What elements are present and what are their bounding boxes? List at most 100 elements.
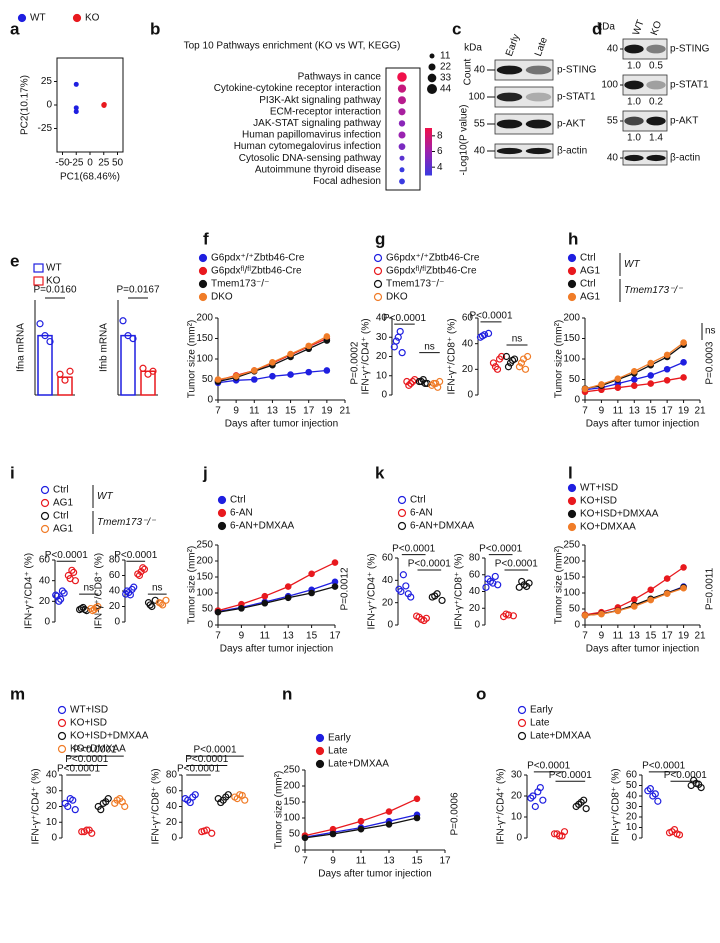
data-point <box>581 385 589 393</box>
data-point <box>101 102 107 108</box>
data-point <box>217 798 225 807</box>
x-tick-label: 21 <box>694 631 706 642</box>
data-point <box>157 599 165 608</box>
x-tick-label: 7 <box>215 631 221 642</box>
y-axis-label: IFN-γ⁺/CD4⁺ (%) <box>361 318 372 394</box>
data-point <box>233 795 241 803</box>
x-tick-label: 9 <box>599 406 605 417</box>
colorbar <box>425 139 432 143</box>
size-legend-label: 33 <box>440 73 452 84</box>
y-tick-label: 60 <box>39 555 51 566</box>
data-point <box>184 796 192 804</box>
quant-label: 1.0 <box>627 61 641 72</box>
y-axis-label: IFN-γ⁺/CD8⁺ (%) <box>151 768 162 844</box>
data-point <box>491 363 500 371</box>
blot-band <box>624 154 644 162</box>
p-value: P<0.0001 <box>177 764 221 775</box>
legend-label: Ctrl <box>230 495 246 506</box>
data-point <box>419 376 427 384</box>
blot-band <box>525 92 552 102</box>
data-point <box>148 602 156 611</box>
blot-band <box>496 119 523 129</box>
y-tick-label: 0 <box>171 833 177 844</box>
legend-group: WT <box>624 259 640 270</box>
bar <box>37 334 53 396</box>
x-tick-label: 11 <box>613 631 624 642</box>
data-point <box>491 572 499 581</box>
y-tick-label: 100 <box>283 813 300 824</box>
data-point <box>214 608 222 616</box>
x-tick-label: 50 <box>112 158 124 169</box>
y-tick-label: 100 <box>563 354 580 365</box>
y-tick-label: 80 <box>109 555 121 566</box>
y-tick-label: 40 <box>376 313 388 324</box>
kda-marker: 100 <box>601 80 618 91</box>
data-point <box>200 827 208 835</box>
chart-title: Top 10 Pathways enrichment (KO vs WT, KE… <box>184 41 401 52</box>
x-tick-label: -50 <box>55 158 70 169</box>
data-point <box>434 383 442 391</box>
data-point <box>405 381 413 389</box>
y-tick-label: 60 <box>382 553 394 564</box>
quant-label: 0.2 <box>649 97 663 108</box>
legend-label: 6-AN+DMXAA <box>410 521 475 532</box>
data-point <box>392 337 400 345</box>
p-value: P<0.0001 <box>73 745 117 756</box>
p-value: ns <box>424 341 435 352</box>
x-axis-label: Days after tumor injection <box>225 419 338 430</box>
legend-swatch <box>397 508 407 518</box>
legend-swatch <box>567 496 577 506</box>
data-point <box>395 585 403 593</box>
x-tick-label: 19 <box>678 406 690 417</box>
legend-swatch <box>567 483 577 493</box>
band-label: β-actin <box>557 146 587 157</box>
legend-label: 6-AN+DMXAA <box>230 521 295 532</box>
colorbar <box>425 158 432 162</box>
legend-swatch <box>373 292 383 302</box>
data-point <box>139 564 147 572</box>
band-label: p-STAT1 <box>670 80 709 91</box>
data-point <box>305 342 313 350</box>
y-axis-label: IFN-γ⁺/CD4⁺ (%) <box>31 768 42 844</box>
legend-swatch <box>40 511 50 521</box>
panel-letter: c <box>452 19 461 38</box>
legend-label: WT <box>46 263 62 274</box>
data-point <box>305 368 313 376</box>
data-point <box>250 367 258 374</box>
kda-marker: 55 <box>474 119 486 130</box>
data-point <box>122 590 130 598</box>
legend-swatch <box>33 263 44 273</box>
legend-label: AG1 <box>53 498 73 509</box>
kda-unit: kDa <box>464 43 482 54</box>
data-point <box>630 603 638 610</box>
y-tick-label: 10 <box>626 822 638 833</box>
legend-label: KO+DMXAA <box>580 522 636 533</box>
size-legend-label: 22 <box>440 62 452 73</box>
data-point <box>73 81 79 87</box>
legend-swatch <box>40 498 50 508</box>
x-tick-label: 11 <box>260 631 271 642</box>
pathway-label: PI3K-Akt signaling pathway <box>259 95 381 106</box>
data-point <box>149 367 157 375</box>
data-point <box>504 363 513 371</box>
legend-swatch <box>397 495 407 505</box>
legend-label: Ctrl <box>580 253 596 264</box>
y-tick-label: 30 <box>376 332 388 343</box>
legend-swatch <box>567 292 577 302</box>
y-axis-label: Tumor size (mm²) <box>274 771 285 850</box>
legend-swatch <box>72 13 82 23</box>
data-point <box>673 830 681 838</box>
panel-letter: i <box>10 463 15 482</box>
blot-band <box>496 65 523 75</box>
legend-swatch <box>217 508 227 518</box>
data-point <box>598 610 605 618</box>
data-point <box>647 596 655 604</box>
data-point <box>329 830 337 838</box>
legend-swatch <box>198 266 208 276</box>
kda-marker: 40 <box>474 65 486 76</box>
legend-swatch <box>198 253 208 263</box>
y-axis-label: Ifna mRNA <box>16 323 27 372</box>
band-label: p-STING <box>557 65 597 76</box>
legend-swatch <box>517 718 527 728</box>
data-point <box>162 596 170 604</box>
